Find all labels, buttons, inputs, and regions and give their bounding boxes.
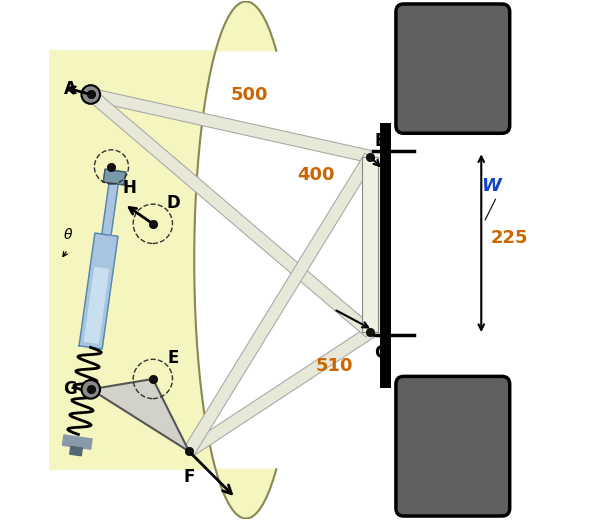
Text: C: C	[375, 344, 386, 362]
Text: 510: 510	[316, 357, 353, 375]
Polygon shape	[49, 2, 277, 518]
Text: D: D	[167, 194, 180, 212]
Text: E: E	[168, 349, 179, 367]
FancyBboxPatch shape	[396, 376, 509, 516]
Polygon shape	[70, 447, 83, 456]
Polygon shape	[185, 327, 373, 457]
Text: W: W	[481, 177, 501, 196]
Polygon shape	[91, 379, 189, 451]
Text: 225: 225	[490, 229, 528, 247]
Text: A: A	[63, 80, 76, 98]
Text: θ: θ	[64, 228, 72, 242]
Text: 400: 400	[298, 166, 335, 184]
Polygon shape	[184, 153, 375, 454]
Text: B: B	[374, 132, 387, 150]
Text: G: G	[63, 380, 77, 398]
Text: 500: 500	[230, 86, 268, 103]
Polygon shape	[84, 267, 108, 343]
Polygon shape	[362, 157, 378, 332]
Text: F: F	[184, 468, 195, 486]
Polygon shape	[102, 183, 118, 236]
Polygon shape	[79, 233, 118, 349]
Polygon shape	[87, 90, 374, 337]
Bar	[368, 151, 383, 335]
Circle shape	[81, 85, 100, 104]
Polygon shape	[89, 88, 371, 163]
FancyBboxPatch shape	[396, 4, 509, 133]
Polygon shape	[62, 435, 92, 449]
Polygon shape	[103, 169, 126, 185]
Text: H: H	[123, 178, 137, 197]
Circle shape	[81, 380, 100, 399]
